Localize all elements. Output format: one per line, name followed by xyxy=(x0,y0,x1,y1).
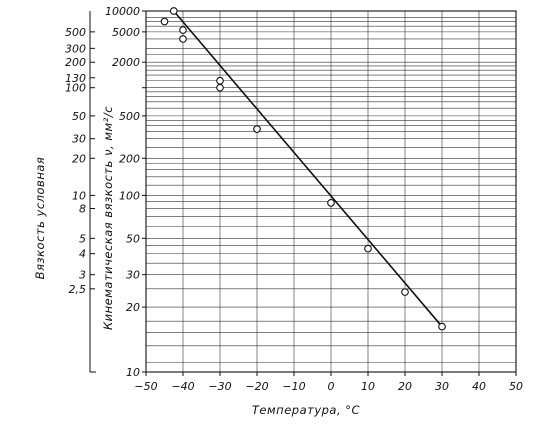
x-tick-label: −30 xyxy=(208,380,231,393)
x-tick-label: 40 xyxy=(472,380,486,393)
data-point xyxy=(216,83,224,92)
secondary-axis-label: Вязкость условная xyxy=(33,157,47,280)
data-point xyxy=(160,17,169,26)
data-point xyxy=(169,7,178,15)
y-tick-label: 20 xyxy=(126,301,140,314)
x-tick-label: −20 xyxy=(245,380,268,393)
y-axis-label: Кинематическая вязкость ν, мм²/с xyxy=(101,106,115,330)
x-tick-label: −10 xyxy=(282,380,305,393)
secondary-tick-label: 100 xyxy=(65,82,86,95)
data-point xyxy=(438,322,446,331)
x-tick-label: 20 xyxy=(398,380,412,393)
secondary-tick-label: 10 xyxy=(72,189,86,202)
y-tick-label: 500 xyxy=(119,110,140,123)
x-tick-label: 0 xyxy=(328,380,335,393)
secondary-tick-label: 200 xyxy=(65,56,86,69)
secondary-tick-label: 5 xyxy=(79,232,86,245)
x-tick-label: −40 xyxy=(171,380,194,393)
y-tick-label: 2000 xyxy=(112,56,140,69)
x-tick-label: 10 xyxy=(361,380,375,393)
y-tick-label: 5000 xyxy=(112,26,140,39)
data-point xyxy=(216,76,224,85)
y-tick-label: 50 xyxy=(126,232,140,245)
secondary-tick-label: 4 xyxy=(79,248,86,261)
data-point xyxy=(253,125,261,133)
trend-line xyxy=(173,10,443,328)
y-tick-label: 10 xyxy=(126,366,140,379)
y-tick-label: 200 xyxy=(119,152,140,165)
secondary-tick-label: 20 xyxy=(72,152,86,165)
x-tick-label: −50 xyxy=(134,380,157,393)
secondary-tick-label: 30 xyxy=(72,133,86,146)
secondary-tick-label: 300 xyxy=(65,42,86,55)
data-point xyxy=(179,35,187,43)
vertical-grid xyxy=(145,11,517,372)
y-tick-label: 30 xyxy=(126,269,140,282)
y-tick-label: 100 xyxy=(119,189,140,202)
secondary-tick-label: 130 xyxy=(65,72,86,85)
x-axis-label: Температура, °C xyxy=(252,403,360,417)
y-tick-label: 10000 xyxy=(105,5,140,18)
data-point xyxy=(364,244,372,253)
y-axis-ticks: 10000 5000 2000 500 200 100 50 30 20 10 xyxy=(105,5,146,379)
x-tick-label: 50 xyxy=(509,380,523,393)
x-axis-ticks: −50 −40 −30 −20 −10 0 10 20 30 40 50 xyxy=(134,372,523,393)
secondary-tick-label: 500 xyxy=(65,26,86,39)
secondary-tick-label: 50 xyxy=(72,110,86,123)
x-tick-label: 30 xyxy=(435,380,449,393)
secondary-tick-label: 3 xyxy=(79,269,86,282)
secondary-tick-label: 8 xyxy=(79,203,86,216)
secondary-tick-label: 2,5 xyxy=(69,283,87,296)
data-point xyxy=(401,288,409,296)
data-point xyxy=(179,26,187,34)
data-point xyxy=(327,199,335,207)
series-layer xyxy=(160,7,446,331)
